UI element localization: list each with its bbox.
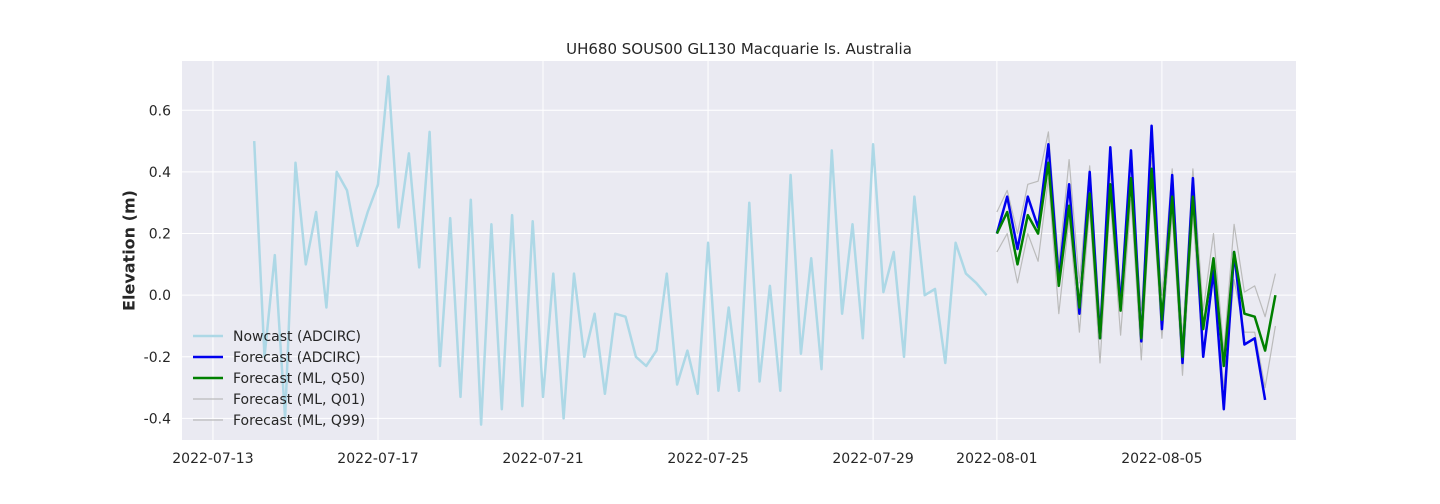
- x-axis-ticks: 2022-07-13 2022-07-17 2022-07-21 2022-07-25…: [172, 451, 1202, 467]
- x-tick-label: 2022-08-01: [956, 451, 1037, 467]
- grid: [182, 61, 1296, 440]
- x-tick-label: 2022-07-13: [172, 451, 253, 467]
- y-tick-label: 0.6: [149, 103, 171, 119]
- series-line: [995, 124, 1267, 411]
- series-line: [995, 161, 1277, 368]
- legend-label: Forecast (ML, Q01): [233, 392, 365, 408]
- x-tick-label: 2022-07-17: [337, 451, 418, 467]
- y-tick-label: 0.0: [149, 288, 171, 304]
- x-tick-label: 2022-08-05: [1121, 451, 1202, 467]
- legend-label: Forecast (ML, Q99): [233, 413, 365, 429]
- y-axis-ticks: -0.4 -0.2 0.0 0.2 0.4 0.6: [144, 103, 171, 427]
- y-tick-label: -0.4: [144, 411, 171, 427]
- legend-label: Forecast (ML, Q50): [233, 371, 365, 387]
- x-tick-label: 2022-07-21: [502, 451, 583, 467]
- legend-label: Nowcast (ADCIRC): [233, 329, 361, 345]
- series-group: [252, 75, 1277, 426]
- legend-label: Forecast (ADCIRC): [233, 350, 361, 366]
- legend: Nowcast (ADCIRC) Forecast (ADCIRC) Forecas…: [193, 329, 365, 429]
- chart-title: UH680 SOUS00 GL130 Macquarie Is. Austral…: [566, 40, 912, 58]
- x-tick-label: 2022-07-29: [832, 451, 913, 467]
- x-tick-label: 2022-07-25: [667, 451, 748, 467]
- y-tick-label: -0.2: [144, 350, 171, 366]
- y-axis-label: Elevation (m): [120, 190, 139, 311]
- y-tick-label: 0.2: [149, 227, 171, 243]
- series-line: [252, 75, 988, 426]
- y-tick-label: 0.4: [149, 165, 171, 181]
